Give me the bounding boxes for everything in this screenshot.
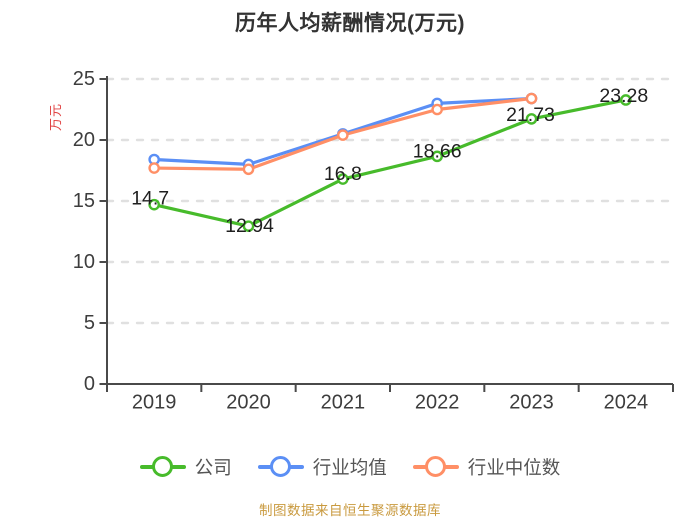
- data-point-marker-2: [337, 129, 349, 141]
- company-line-marker-icon: [139, 456, 186, 478]
- x-category-label: 2019: [132, 392, 177, 414]
- x-category-label: 2023: [509, 392, 554, 414]
- data-point-marker-0: [431, 150, 443, 163]
- data-point-marker-0: [242, 220, 255, 232]
- legend-item-industry-median: 行业中位数: [412, 454, 561, 480]
- point-value-label: 14.7: [131, 188, 169, 210]
- legend-label-industry-avg: 行业均值: [312, 457, 387, 478]
- y-tick-label: 15: [73, 190, 95, 212]
- data-point-marker-2: [525, 92, 538, 105]
- chart-title: 历年人均薪酬情况(万元): [235, 12, 465, 35]
- legend-label-industry-median: 行业中位数: [467, 457, 561, 478]
- x-category-label: 2021: [321, 392, 366, 414]
- x-category-label: 2024: [604, 392, 649, 414]
- legend-item-industry-avg: 行业均值: [257, 454, 387, 480]
- legend-label-company: 公司: [194, 457, 232, 478]
- legend: 公司 行业均值 行业中位数: [0, 451, 700, 483]
- data-point-marker-0: [148, 198, 160, 211]
- data-point-marker-0: [337, 173, 349, 185]
- y-axis-unit-label: 万元: [47, 103, 63, 132]
- series-line-0: [152, 98, 628, 228]
- legend-item-company: 公司: [139, 454, 232, 480]
- point-value-label: 23.28: [599, 85, 648, 107]
- point-value-label: 18.66: [413, 140, 462, 162]
- point-value-label: 12.94: [225, 215, 274, 237]
- y-tick-label: 25: [73, 68, 95, 90]
- point-value-label: 21.73: [506, 104, 555, 126]
- y-tick-label: 20: [73, 129, 95, 151]
- y-tick-label: 5: [84, 312, 95, 334]
- x-category-label: 2022: [415, 392, 460, 414]
- data-point-marker-2: [148, 162, 160, 174]
- y-tick-label: 0: [84, 373, 95, 395]
- industry-avg-line-marker-icon: [257, 456, 304, 478]
- y-tick-label: 10: [73, 251, 95, 273]
- data-point-marker-0: [620, 94, 632, 106]
- data-source-caption: 制图数据来自恒生聚源数据库: [259, 503, 441, 518]
- point-value-label: 16.8: [324, 163, 362, 185]
- x-category-label: 2020: [226, 392, 271, 414]
- data-point-marker-0: [525, 113, 538, 125]
- data-point-marker-2: [242, 163, 255, 176]
- industry-median-line-marker-icon: [412, 456, 459, 478]
- data-point-marker-2: [431, 103, 443, 116]
